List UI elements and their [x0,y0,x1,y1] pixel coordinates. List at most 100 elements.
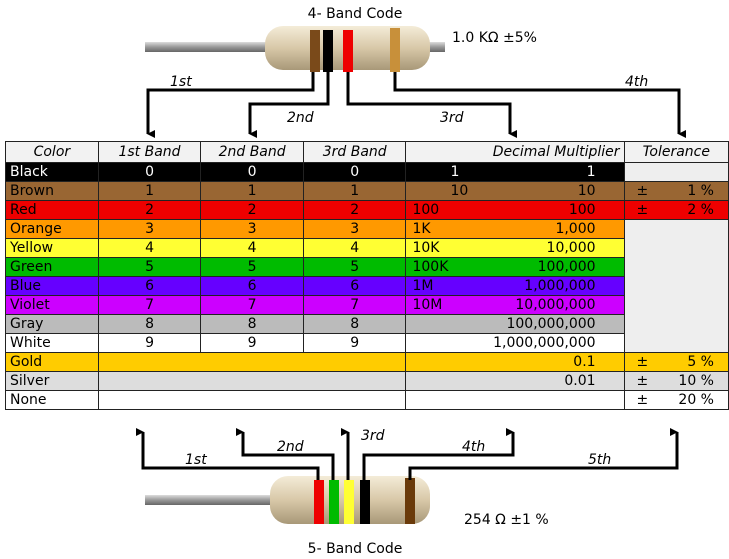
band-digit: 2 [200,200,304,220]
multiplier-value: 100,000,000 [506,316,596,332]
multiplier-value: 0.1 [573,354,596,370]
header-3rd-band: 3rd Band [302,141,407,163]
multiplier-value: 1,000 [555,221,596,237]
multiplier-short: 10K [412,240,440,256]
band-digit: 6 [97,276,202,296]
band-digit: 7 [302,295,407,315]
color-name: Gray [5,314,99,334]
tolerance-value: 20 % [678,392,714,408]
multiplier-cell [405,390,625,410]
header-2nd-band: 2nd Band [200,141,304,163]
multiplier-cell: 1K 1,000 [405,219,625,239]
plus-minus: ± [636,392,649,408]
band-digit: 1 [200,181,304,201]
band-digit: 4 [302,238,407,258]
multiplier-value: 1,000,000 [524,278,596,294]
band-digit: 6 [200,276,304,296]
color-name: Violet [5,295,99,315]
table-row-green: Green 5 5 5 100K 100,000 [5,257,729,277]
band-digit: 9 [97,333,202,353]
five-band-resistor [145,476,430,524]
band-digit-empty [97,352,407,372]
header-color: Color [5,141,99,163]
header-multiplier: Decimal Multiplier [405,141,625,163]
multiplier-short: 10M [412,297,443,313]
band-digit: 8 [200,314,304,334]
band-digit-empty [97,390,407,410]
multiplier-short: 1M [412,278,434,294]
tolerance-cell: ±2 % [623,200,729,220]
band-digit: 8 [97,314,202,334]
band-digit: 7 [200,295,304,315]
band-digit: 5 [97,257,202,277]
multiplier-short: 10 [450,183,469,199]
multiplier-short [410,316,412,332]
label-4th-top: 4th [625,74,648,90]
multiplier-cell: 0.1 [405,352,625,372]
multiplier-cell: 1M 1,000,000 [405,276,625,296]
tolerance-cell [623,162,729,182]
multiplier-value: 100 [568,202,596,218]
label-3rd-top: 3rd [440,110,464,126]
band-digit: 4 [200,238,304,258]
multiplier-value: 10,000 [546,240,596,256]
band-digit: 1 [97,181,202,201]
band-digit: 3 [302,219,407,239]
tolerance-cell [623,295,729,315]
multiplier-value: 100,000 [537,259,596,275]
five-band-arrows [136,428,679,480]
color-name: Green [5,257,99,277]
band-digit-empty [97,371,407,391]
label-2nd-top: 2nd [287,110,314,126]
band-gold [390,28,400,72]
four-band-value: 1.0 KΩ ±5% [452,30,537,46]
table-row-none: None ±20 % [5,390,729,410]
multiplier-cell: 0.01 [405,371,625,391]
color-name: Red [5,200,99,220]
tolerance-cell: ±20 % [623,390,729,410]
multiplier-cell: 100,000,000 [405,314,625,334]
color-name: None [5,390,99,410]
four-band-arrows [146,72,686,138]
color-name: Brown [5,181,99,201]
table-row-black: Black 0 0 0 1 1 [5,162,729,182]
tolerance-cell [623,333,729,353]
five-band-value: 254 Ω ±1 % [464,512,549,528]
tolerance-cell: ±5 % [623,352,729,372]
tolerance-value: 2 % [687,202,714,218]
table-row-yellow: Yellow 4 4 4 10K 10,000 [5,238,729,258]
plus-minus: ± [636,373,649,389]
multiplier-value: 0.01 [564,373,596,389]
band-digit: 0 [200,162,304,182]
multiplier-short: 1 [450,164,460,180]
multiplier-short: 100 [412,202,440,218]
table-row-silver: Silver 0.01 ±10 % [5,371,729,391]
multiplier-cell: 10K 10,000 [405,238,625,258]
table-row-orange: Orange 3 3 3 1K 1,000 [5,219,729,239]
multiplier-short [410,354,412,370]
band-digit: 0 [97,162,202,182]
multiplier-short: 100K [412,259,449,275]
band-brown [310,30,320,72]
multiplier-short [410,335,412,351]
tolerance-cell [623,238,729,258]
color-name: White [5,333,99,353]
tolerance-cell: ±10 % [623,371,729,391]
band-digit: 8 [302,314,407,334]
color-name: Orange [5,219,99,239]
table-row-red: Red 2 2 2 100 100 ±2 % [5,200,729,220]
label-5th-bottom: 5th [588,452,611,468]
tolerance-cell [623,257,729,277]
multiplier-value: 1 [586,164,596,180]
band-black [323,30,333,72]
band-digit: 1 [302,181,407,201]
five-band-title: 5- Band Code [308,541,403,557]
band-digit: 5 [200,257,304,277]
multiplier-cell: 100K 100,000 [405,257,625,277]
band-digit: 3 [97,219,202,239]
tolerance-value: 1 % [687,183,714,199]
tolerance-cell: ±1 % [623,181,729,201]
label-1st-bottom: 1st [185,452,207,468]
plus-minus: ± [636,202,649,218]
